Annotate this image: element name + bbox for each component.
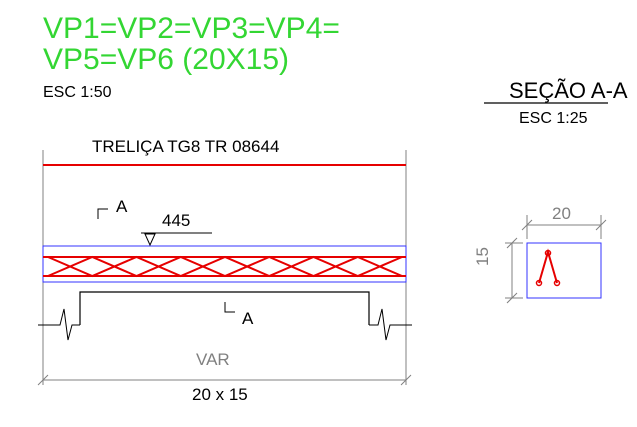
cut-label-top: A [116,197,128,216]
section-height-label: 15 [473,247,492,266]
truss-diagonals-2 [47,255,403,278]
section-bottom-bar-left [535,279,543,287]
dimensions-label: 20 x 15 [192,385,248,404]
cut-marker-top [97,208,108,219]
main-scale-label: ESC 1:50 [43,84,112,101]
cut-label-bottom: A [242,309,254,328]
section-title: SEÇÃO A-A [509,78,628,103]
beam-outline [42,245,407,283]
section-top-bar [544,249,552,257]
truss-diagonals [47,255,403,278]
cut-marker-bottom [224,302,235,313]
section-width-tick-right [595,219,607,231]
beam-bottom-profile [79,291,370,325]
truss-label: TRELIÇA TG8 TR 08644 [92,137,280,156]
section-truss-shape [538,248,558,284]
section-width-label: 20 [552,204,571,223]
left-break-symbol [38,308,80,341]
span-tick-left [37,374,49,386]
section-bottom-bar-right [553,279,561,287]
section-scale-label: ESC 1:25 [519,110,588,127]
level-marker-triangle [144,233,156,247]
right-break-symbol [369,308,412,341]
title-line-2: VP5=VP6 (20X15) [43,43,289,76]
section-height-tick-bottom [506,292,518,304]
level-label: 445 [162,211,191,230]
span-label: VAR [196,350,230,369]
title-line-1: VP1=VP2=VP3=VP4= [43,12,340,45]
section-width-tick-left [521,219,533,231]
section-outline [526,242,602,299]
span-tick-right [400,374,412,386]
section-height-tick-top [506,237,518,249]
